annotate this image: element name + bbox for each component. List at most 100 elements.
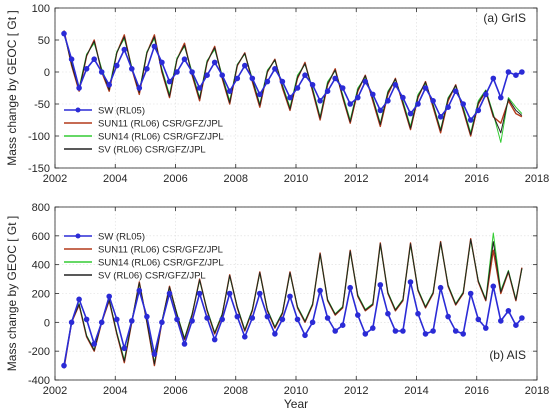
data-point xyxy=(505,69,512,75)
data-point xyxy=(204,72,210,78)
data-point xyxy=(430,328,436,334)
data-point xyxy=(498,318,504,324)
y-tick-label: 50 xyxy=(38,35,50,47)
data-point xyxy=(257,290,263,297)
data-point xyxy=(242,62,248,69)
data-point xyxy=(415,101,421,107)
data-point xyxy=(467,290,474,297)
x-tick-label: 2018 xyxy=(525,173,549,185)
data-point xyxy=(400,328,406,334)
data-point xyxy=(513,322,519,329)
data-point xyxy=(121,46,128,53)
data-point xyxy=(234,313,241,320)
legend-entry: SV (RL06) CSR/GFZ/JPL xyxy=(98,271,206,282)
data-point xyxy=(370,325,376,331)
data-point xyxy=(302,332,308,339)
y-tick-label: 100 xyxy=(32,3,50,15)
y-axis-label: Mass change by GEOC [ Gt ] xyxy=(5,216,19,371)
data-point xyxy=(355,312,361,318)
data-point xyxy=(159,59,165,66)
data-point xyxy=(339,85,346,91)
data-point xyxy=(129,66,135,72)
data-point xyxy=(317,98,323,104)
data-point xyxy=(302,72,308,78)
data-point xyxy=(264,313,271,320)
legend-entry: SUN11 (RL06) CSR/GFZ/JPL xyxy=(98,245,223,256)
data-point xyxy=(437,114,444,120)
legend-marker xyxy=(75,107,81,113)
data-point xyxy=(83,316,90,323)
x-tick-label: 2004 xyxy=(103,385,127,397)
data-point xyxy=(174,316,180,323)
x-tick-label: 2008 xyxy=(224,173,248,185)
data-point xyxy=(392,82,399,88)
data-point xyxy=(181,56,188,63)
data-point xyxy=(339,322,346,329)
data-point xyxy=(445,104,451,110)
data-point xyxy=(272,66,278,72)
y-tick-label: 0 xyxy=(44,317,50,329)
y-tick-label: -200 xyxy=(28,346,50,358)
legend: SW (RL05) SUN11 (RL06) CSR/GFZ/JPL SUN14 (… xyxy=(64,232,224,282)
data-point xyxy=(452,328,459,334)
data-point xyxy=(211,336,218,343)
y-axis-label: Mass change by GEOC [ Gt ] xyxy=(5,10,19,165)
data-point xyxy=(332,328,339,334)
y-tick-label: -400 xyxy=(28,375,50,387)
x-tick-label: 2006 xyxy=(163,173,187,185)
data-point xyxy=(211,59,218,66)
data-point xyxy=(407,279,414,285)
data-point xyxy=(309,319,316,326)
data-point xyxy=(294,85,301,91)
x-tick-label: 2016 xyxy=(465,173,489,185)
legend: SW (RL05) SUN11 (RL06) CSR/GFZ/JPL SUN14 (… xyxy=(64,106,224,156)
data-point xyxy=(242,334,248,340)
data-point xyxy=(189,318,195,324)
panel-ais: 2002 2004 2006 2008 2010 2012 2014 2016 2018 -400… xyxy=(5,202,549,411)
data-point xyxy=(519,315,525,321)
x-tick-label: 2002 xyxy=(43,385,67,397)
y-tick-label: 0 xyxy=(44,67,50,79)
data-point xyxy=(91,56,97,63)
legend-entry: SW (RL05) xyxy=(98,232,145,243)
x-tick-label: 2004 xyxy=(103,173,127,185)
y-tick-label: 600 xyxy=(32,231,50,243)
data-point xyxy=(385,310,391,317)
x-tick-label: 2002 xyxy=(43,173,67,185)
data-point xyxy=(61,30,67,37)
data-point xyxy=(68,319,75,326)
y-tick-label: -150 xyxy=(28,163,50,175)
data-point xyxy=(377,107,384,114)
data-point xyxy=(264,78,271,85)
data-point xyxy=(219,72,225,78)
data-point xyxy=(136,85,143,91)
data-point xyxy=(347,101,354,107)
data-point xyxy=(287,94,293,101)
data-point xyxy=(129,318,135,324)
data-point xyxy=(422,331,429,337)
data-point xyxy=(226,88,233,94)
data-point xyxy=(234,75,241,82)
data-point xyxy=(498,94,504,101)
x-axis-label: Year xyxy=(284,397,308,411)
data-point xyxy=(287,293,293,300)
data-point xyxy=(272,331,278,337)
panel-label: (a) GrIS xyxy=(483,11,526,25)
data-point xyxy=(452,88,459,94)
data-point xyxy=(204,315,210,321)
legend-entry: SW (RL05) xyxy=(98,106,145,117)
data-point xyxy=(490,75,497,82)
data-point xyxy=(475,316,482,323)
data-point xyxy=(76,85,82,91)
data-point xyxy=(106,82,112,88)
x-tick-label: 2010 xyxy=(284,385,308,397)
y-tick-label: 400 xyxy=(32,260,50,272)
x-tick-label: 2012 xyxy=(344,385,368,397)
data-point xyxy=(257,91,263,98)
data-point xyxy=(362,331,369,337)
y-tick-label: 200 xyxy=(32,289,50,301)
data-point xyxy=(226,290,233,297)
data-point xyxy=(144,66,150,72)
data-point xyxy=(166,290,173,297)
panel-gris: 2002 2004 2006 2008 2010 2012 2014 2016 2018 -150… xyxy=(5,3,549,185)
